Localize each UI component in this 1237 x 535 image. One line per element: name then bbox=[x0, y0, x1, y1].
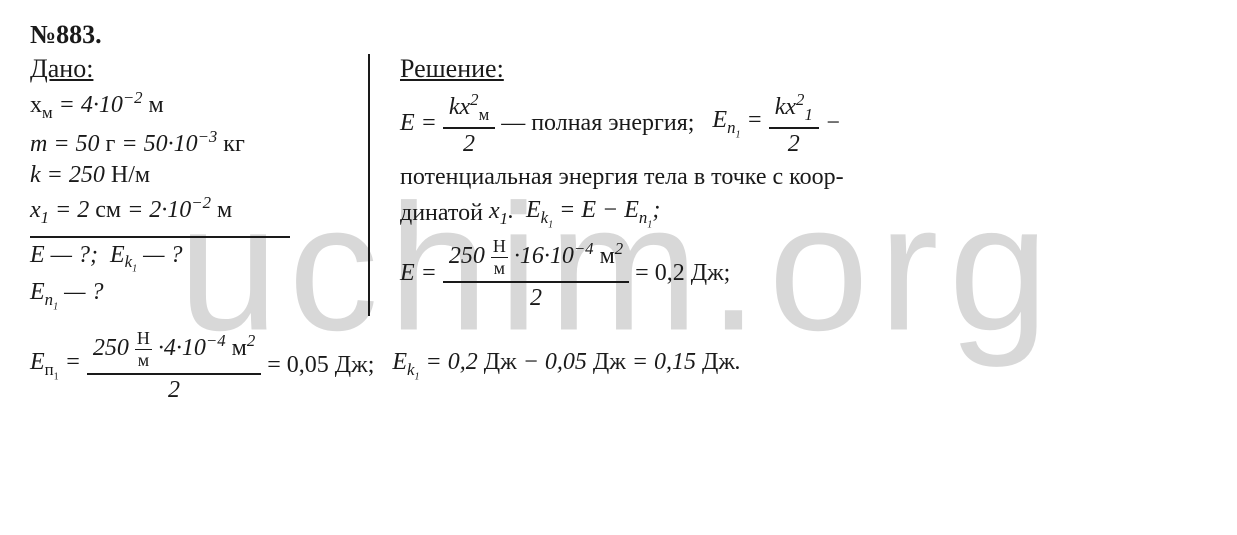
solution-line-2: потенциальная энергия тела в точке с коо… bbox=[400, 164, 1207, 191]
bottom-line: Eп1 = 250 Н м ·4·10−4 м2 2 = 0,05 Дж; Ek… bbox=[30, 328, 1207, 404]
potential-frac: kx21 2 bbox=[769, 90, 819, 158]
given-query-1: E — ?; Ek1 — ? bbox=[30, 242, 350, 275]
given-line-3: k = 250 Н/м bbox=[30, 162, 350, 189]
top-section: Дано: xм = 4·10−2 м m = 50 г = 50·10−3 к… bbox=[30, 54, 1207, 318]
total-energy-frac: kx2м 2 bbox=[443, 90, 495, 158]
solution-block: Решение: E = kx2м 2 — полная энергия; En… bbox=[370, 54, 1207, 318]
given-line-1: xм = 4·10−2 м bbox=[30, 88, 350, 123]
problem-number: №883. bbox=[30, 20, 1207, 50]
given-block: Дано: xм = 4·10−2 м m = 50 г = 50·10−3 к… bbox=[30, 54, 370, 316]
given-line-2: m = 50 г = 50·10−3 кг bbox=[30, 127, 350, 158]
given-line-4: x1 = 2 см = 2·10−2 м bbox=[30, 193, 350, 228]
given-heading: Дано: bbox=[30, 54, 350, 84]
problem-content: №883. Дано: xм = 4·10−2 м m = 50 г = 50·… bbox=[30, 20, 1207, 404]
E-numeric-frac: 250 Н м ·16·10−4 м2 2 bbox=[443, 236, 629, 312]
total-energy-line: E = kx2м 2 — полная энергия; En1 = kx21 … bbox=[400, 90, 1207, 158]
solution-heading: Решение: bbox=[400, 54, 1207, 84]
E-numeric-line: E = 250 Н м ·16·10−4 м2 2 = 0,2 Дж; bbox=[400, 236, 1207, 312]
given-divider bbox=[30, 236, 290, 238]
solution-line-3: динатой x1. Ek1 = E − En1; bbox=[400, 197, 1207, 230]
Ep-numeric-frac: 250 Н м ·4·10−4 м2 2 bbox=[87, 328, 261, 404]
given-query-2: En1 — ? bbox=[30, 279, 350, 312]
